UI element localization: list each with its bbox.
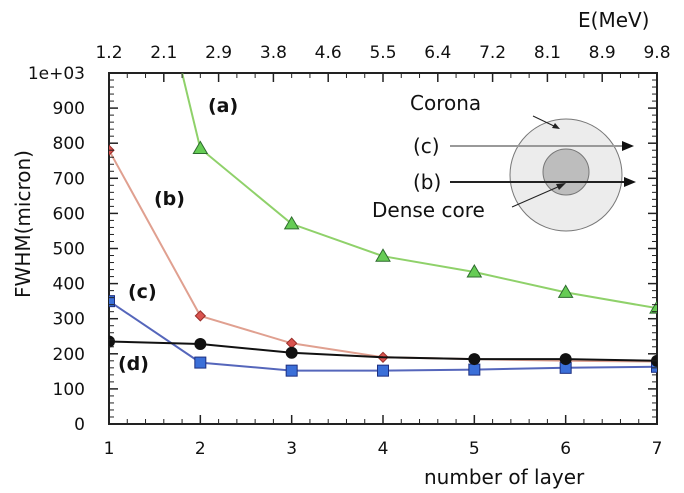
- series-d-point: [109, 335, 115, 348]
- x-tick-label: 4: [378, 439, 389, 459]
- series-labels: (a) (b) (c) (d): [118, 95, 238, 375]
- series-a-point: [557, 284, 574, 298]
- y-tick-label: 200: [53, 345, 85, 365]
- y-tick-label: 1e+03: [28, 64, 85, 84]
- dense-core-circle: [542, 148, 590, 196]
- series-label-a: (a): [208, 95, 238, 117]
- top-tick-label: 9.8: [643, 43, 670, 63]
- y-tick-label: 300: [53, 310, 85, 330]
- y-tick-label: 100: [53, 380, 85, 400]
- x-axis-title: number of layer: [424, 465, 585, 489]
- top-axis-title: E(MeV): [578, 8, 649, 32]
- ray-b-arrowhead: [624, 177, 636, 187]
- top-tick-label: 6.4: [424, 43, 451, 63]
- core-pointer-head: [556, 183, 566, 190]
- y-tick-label: 700: [53, 169, 85, 189]
- series-c-point: [468, 363, 481, 376]
- inset-diagram: Corona (c) (b) Dense core: [372, 91, 636, 232]
- y-tick-label: 900: [53, 99, 85, 119]
- series-b-point: [194, 310, 207, 322]
- series-a: [181, 73, 657, 314]
- series-d-point: [468, 353, 481, 366]
- series-a-point: [466, 264, 483, 278]
- y-tick-label: 400: [53, 275, 85, 295]
- ray-c-label: (c): [413, 134, 440, 158]
- series-d-point: [194, 337, 207, 350]
- top-tick-label: 2.1: [150, 43, 177, 63]
- series-a-point: [192, 140, 209, 154]
- top-tick-label: 2.9: [205, 43, 232, 63]
- top-tick-label: 4.6: [315, 43, 342, 63]
- series-layer: [109, 73, 657, 377]
- series-c-point: [377, 364, 389, 377]
- series-c-point: [651, 360, 657, 373]
- corona-pointer: [532, 115, 557, 128]
- x-tick-label: 2: [195, 439, 206, 459]
- x-tick-label: 6: [560, 439, 571, 459]
- series-d-point: [559, 353, 572, 366]
- series-d-point: [285, 346, 298, 359]
- y-tick-label: 0: [74, 415, 85, 435]
- series-c-point: [194, 356, 207, 369]
- top-tick-label: 3.8: [260, 43, 287, 63]
- top-tick-label: 8.9: [589, 43, 616, 63]
- series-a-point: [375, 248, 391, 262]
- top-tick-label: 1.2: [95, 43, 122, 63]
- y-axis-title: FWHM(micron): [11, 150, 35, 298]
- series-c-point: [109, 295, 115, 308]
- corona-pointer-head: [552, 123, 560, 129]
- series-label-c: (c): [128, 281, 157, 303]
- top-tick-label: 5.5: [369, 43, 396, 63]
- x-tick-label: 5: [469, 439, 480, 459]
- x-tick-label: 1: [104, 439, 115, 459]
- series-a-point: [283, 215, 300, 230]
- series-label-b: (b): [154, 188, 185, 210]
- x-tick-label: 7: [652, 439, 663, 459]
- x-tick-label: 3: [286, 439, 297, 459]
- series-label-d: (d): [118, 353, 149, 375]
- y-tick-label: 600: [53, 204, 85, 224]
- top-tick-label: 7.2: [479, 43, 506, 63]
- series-c: [109, 295, 657, 377]
- series-d: [109, 335, 657, 367]
- dense-core-label: Dense core: [372, 198, 485, 222]
- axes-layer: 0 100 200 300 400 500 600 700 800 900 1e+03 1 2 3 4 5 6 7…: [28, 43, 671, 459]
- y-tick-label: 800: [53, 134, 85, 154]
- top-tick-label: 8.1: [534, 43, 561, 63]
- series-c-point: [285, 364, 298, 377]
- series-d-line: [109, 340, 657, 362]
- core-pointer: [511, 185, 561, 208]
- ray-b-label: (b): [413, 170, 441, 194]
- y-tick-label: 500: [53, 240, 85, 260]
- corona-label: Corona: [410, 91, 481, 115]
- ray-c-arrowhead: [622, 141, 634, 151]
